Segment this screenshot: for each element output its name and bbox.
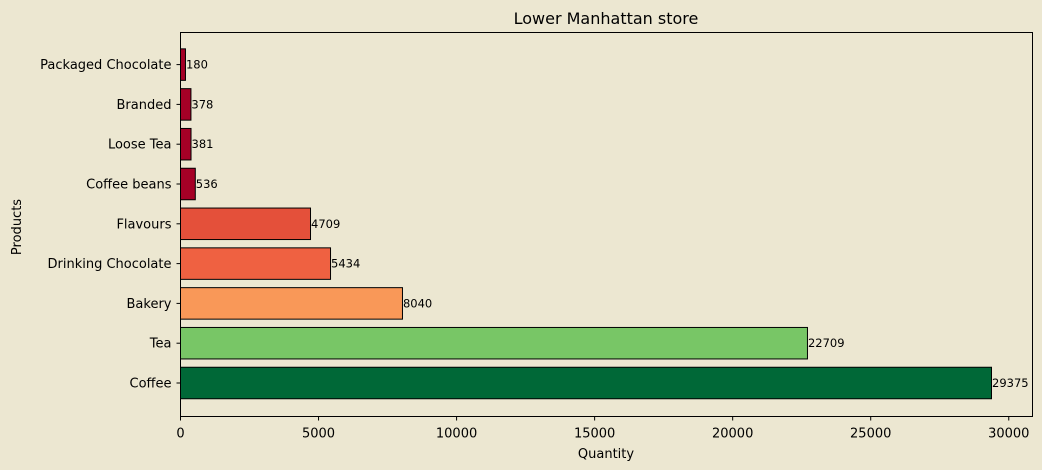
x-tick-label: 20000	[712, 427, 753, 442]
bar-packaged-chocolate	[180, 48, 186, 81]
data-label-packaged-chocolate: 180	[186, 58, 208, 72]
bar-coffee	[180, 366, 993, 400]
y-tick-label-flavours: Flavours	[116, 217, 171, 232]
bar-bakery	[180, 287, 403, 320]
chart-title: Lower Manhattan store	[514, 9, 699, 28]
y-tick-label-loose-tea: Loose Tea	[108, 138, 172, 153]
x-tick-label: 25000	[850, 427, 891, 442]
y-tick-label-coffee-beans: Coffee beans	[86, 178, 172, 193]
data-labels-layer: 29375 22709 8040 5434 4709 536 381 378 180	[186, 58, 1029, 390]
x-axis-ticks: 0 5000 10000 15000 20000 25000 30000	[176, 416, 1029, 442]
bars-layer	[180, 48, 993, 400]
y-tick-label-packaged-chocolate: Packaged Chocolate	[40, 58, 171, 73]
bar-tea	[180, 326, 808, 360]
data-label-bakery: 8040	[403, 296, 432, 310]
data-label-branded: 378	[191, 97, 213, 111]
x-tick-label: 30000	[988, 427, 1029, 442]
bar-coffee-beans	[180, 167, 196, 201]
y-tick-label-branded: Branded	[117, 98, 172, 113]
y-tick-label-coffee: Coffee	[130, 377, 172, 392]
y-axis-label: Products	[10, 199, 25, 255]
data-label-flavours: 4709	[311, 217, 340, 231]
x-tick-label: 0	[176, 427, 184, 442]
y-tick-label-bakery: Bakery	[127, 297, 172, 312]
x-tick-label: 5000	[302, 427, 335, 442]
x-axis-label: Quantity	[578, 447, 634, 462]
y-tick-label-tea: Tea	[149, 337, 172, 352]
x-tick-label: 15000	[574, 427, 615, 442]
data-label-drinking-chocolate: 5434	[331, 257, 360, 271]
data-label-tea: 22709	[808, 336, 845, 350]
bar-flavours	[180, 207, 312, 241]
bar-drinking-chocolate	[180, 247, 332, 280]
bar-loose-tea	[180, 127, 192, 161]
data-label-coffee: 29375	[992, 376, 1029, 390]
y-tick-label-drinking-chocolate: Drinking Chocolate	[47, 257, 171, 272]
x-tick-label: 10000	[436, 427, 477, 442]
data-label-coffee-beans: 536	[196, 177, 218, 191]
data-label-loose-tea: 381	[192, 137, 214, 151]
y-axis-ticks: Coffee Tea Bakery Drinking Chocolate Flavour…	[40, 58, 181, 392]
plot-frame	[180, 32, 1033, 417]
bar-branded	[180, 88, 192, 121]
